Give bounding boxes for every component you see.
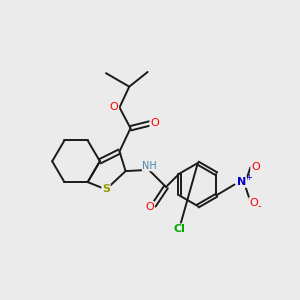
Text: -: - xyxy=(258,202,262,212)
Text: O: O xyxy=(251,162,260,172)
Text: O: O xyxy=(145,202,154,212)
Text: S: S xyxy=(102,184,110,194)
Text: NH: NH xyxy=(142,161,157,171)
Text: O: O xyxy=(110,102,118,112)
Text: O: O xyxy=(249,198,258,208)
Text: N: N xyxy=(237,177,247,187)
Text: +: + xyxy=(245,173,252,182)
Text: O: O xyxy=(150,118,159,128)
Text: Cl: Cl xyxy=(173,224,185,234)
